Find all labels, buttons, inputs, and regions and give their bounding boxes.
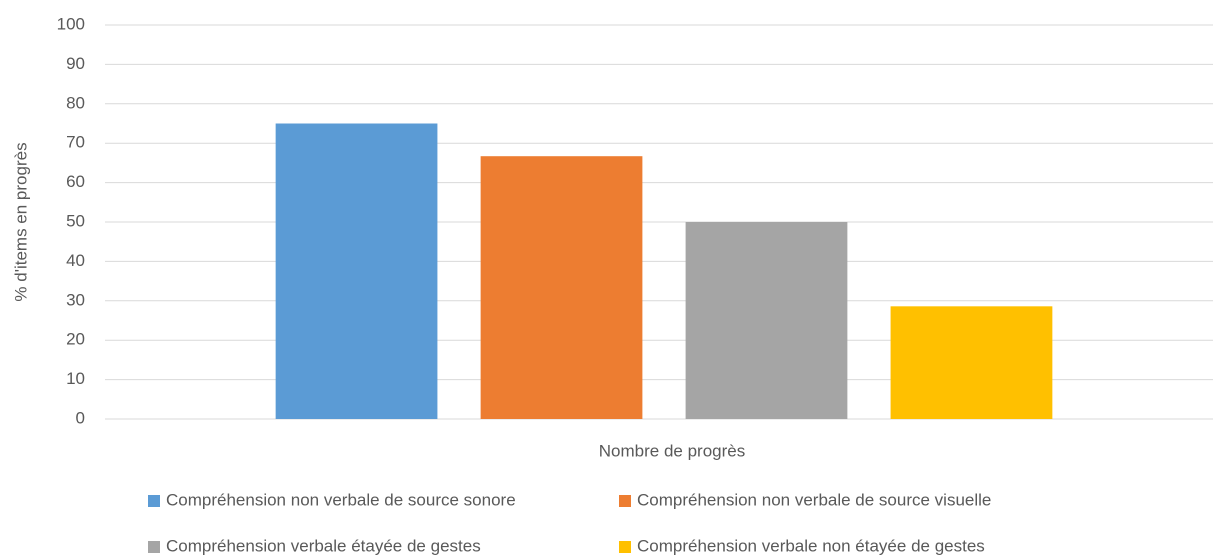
- bar: [890, 306, 1053, 419]
- legend-label: Compréhension verbale non étayée de gest…: [637, 536, 985, 555]
- y-tick-label: 70: [66, 133, 85, 152]
- legend-label: Compréhension non verbale de source sono…: [166, 490, 516, 509]
- y-tick-label: 10: [66, 369, 85, 388]
- x-tick-label: Nombre de progrès: [599, 441, 745, 460]
- bar: [685, 222, 848, 419]
- legend-swatch: [619, 541, 631, 553]
- bar: [275, 123, 438, 419]
- y-tick-label: 90: [66, 54, 85, 73]
- y-tick-label: 60: [66, 172, 85, 191]
- y-tick-label: 30: [66, 290, 85, 309]
- y-tick-label: 50: [66, 211, 85, 230]
- legend-swatch: [148, 495, 160, 507]
- y-tick-label: 40: [66, 251, 85, 270]
- y-tick-label: 20: [66, 330, 85, 349]
- legend-label: Compréhension verbale étayée de gestes: [166, 536, 481, 555]
- bar: [480, 156, 643, 419]
- y-tick-label: 0: [76, 408, 85, 427]
- y-axis-label: % d'items en progrès: [11, 142, 30, 301]
- y-tick-label: 100: [57, 14, 85, 33]
- legend-swatch: [148, 541, 160, 553]
- y-tick-label: 80: [66, 93, 85, 112]
- legend-label: Compréhension non verbale de source visu…: [637, 490, 991, 509]
- legend-swatch: [619, 495, 631, 507]
